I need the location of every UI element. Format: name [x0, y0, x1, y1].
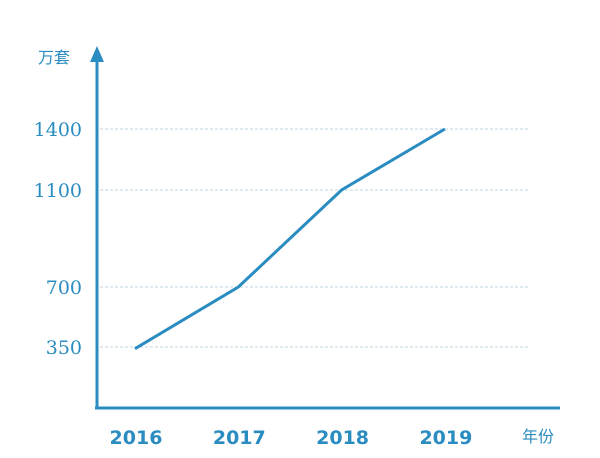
x-tick-label: 2016 — [110, 427, 163, 449]
data-points — [134, 128, 445, 349]
x-tick-label: 2019 — [419, 427, 472, 449]
grid-lines — [100, 128, 530, 348]
x-tick-label: 2018 — [316, 427, 369, 449]
x-tick-label: 2017 — [213, 427, 266, 449]
y-axis-unit: 万套 — [38, 48, 70, 67]
y-tick-label: 350 — [46, 337, 82, 359]
series-line — [134, 127, 446, 350]
x-axis-unit: 年份 — [522, 427, 554, 446]
y-tick-label: 700 — [46, 277, 82, 299]
y-tick-label: 1100 — [34, 180, 82, 202]
y-axis-arrow-icon — [90, 46, 104, 62]
x-tick-labels: 2016 2017 2018 2019 — [110, 427, 473, 449]
y-tick-labels: 350 700 1100 1400 — [34, 119, 82, 359]
y-tick-label: 1400 — [34, 119, 82, 141]
